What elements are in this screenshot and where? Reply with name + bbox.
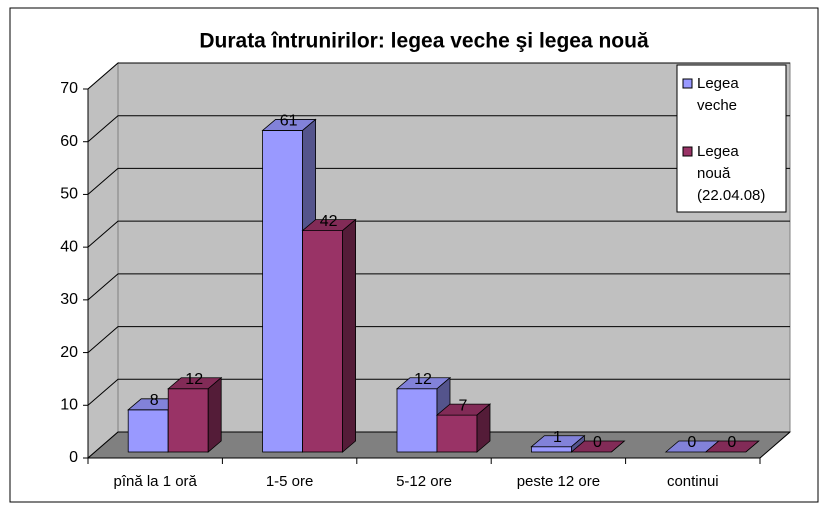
bar-front (262, 130, 304, 453)
legend-swatch (682, 78, 693, 89)
bar-side (207, 376, 222, 453)
legend-box (676, 64, 787, 213)
bar-side (342, 218, 357, 453)
data-label: 0 (687, 434, 696, 451)
data-label: 61 (280, 113, 298, 130)
data-label: 12 (185, 371, 203, 388)
bar-front (167, 388, 209, 453)
x-axis-depth (759, 431, 791, 459)
grid-line (87, 220, 790, 248)
data-label: 7 (459, 397, 468, 414)
legend-label: Legea nouă (22.04.08) (697, 143, 766, 204)
data-label: 0 (593, 434, 602, 451)
chart-title: Durata întrunirilor: legea veche şi lege… (199, 30, 649, 53)
legend-label: Legea veche (697, 75, 739, 114)
grid-line (87, 62, 790, 90)
y-tick-label: 70 (60, 80, 78, 97)
y-tick-label: 20 (60, 344, 78, 361)
data-label: 42 (320, 213, 338, 230)
bar-front (436, 414, 478, 453)
x-tick-label: peste 12 ore (517, 473, 600, 490)
y-tick-label: 40 (60, 238, 78, 255)
bar-front (531, 446, 572, 453)
y-tick-label: 0 (69, 449, 78, 466)
grid-line (87, 431, 790, 459)
y-tick-label: 60 (60, 133, 78, 150)
legend-swatch (682, 146, 693, 157)
bar-side (745, 440, 760, 453)
y-tick-label: 50 (60, 186, 78, 203)
data-label: 8 (150, 392, 159, 409)
x-tick-label: pînă la 1 oră (113, 473, 197, 490)
bar-front (127, 409, 169, 453)
data-label: 1 (553, 429, 562, 446)
x-tick-label: 5-12 ore (396, 473, 452, 490)
y-tick-label: 10 (60, 397, 78, 414)
side-wall (87, 61, 119, 460)
grid-line (87, 167, 790, 195)
grid-line (87, 378, 790, 406)
grid-line (87, 326, 790, 353)
data-label: 12 (414, 371, 432, 388)
data-label: 0 (727, 434, 736, 451)
bar-front (396, 388, 438, 453)
x-tick-label: 1-5 ore (266, 473, 314, 490)
bar-side (476, 403, 491, 453)
bar-side (611, 440, 625, 453)
grid-line (87, 273, 790, 301)
x-tick-label: continui (667, 473, 719, 490)
y-tick-label: 30 (60, 291, 78, 308)
grid-line (87, 115, 790, 143)
bar-front (302, 230, 344, 453)
